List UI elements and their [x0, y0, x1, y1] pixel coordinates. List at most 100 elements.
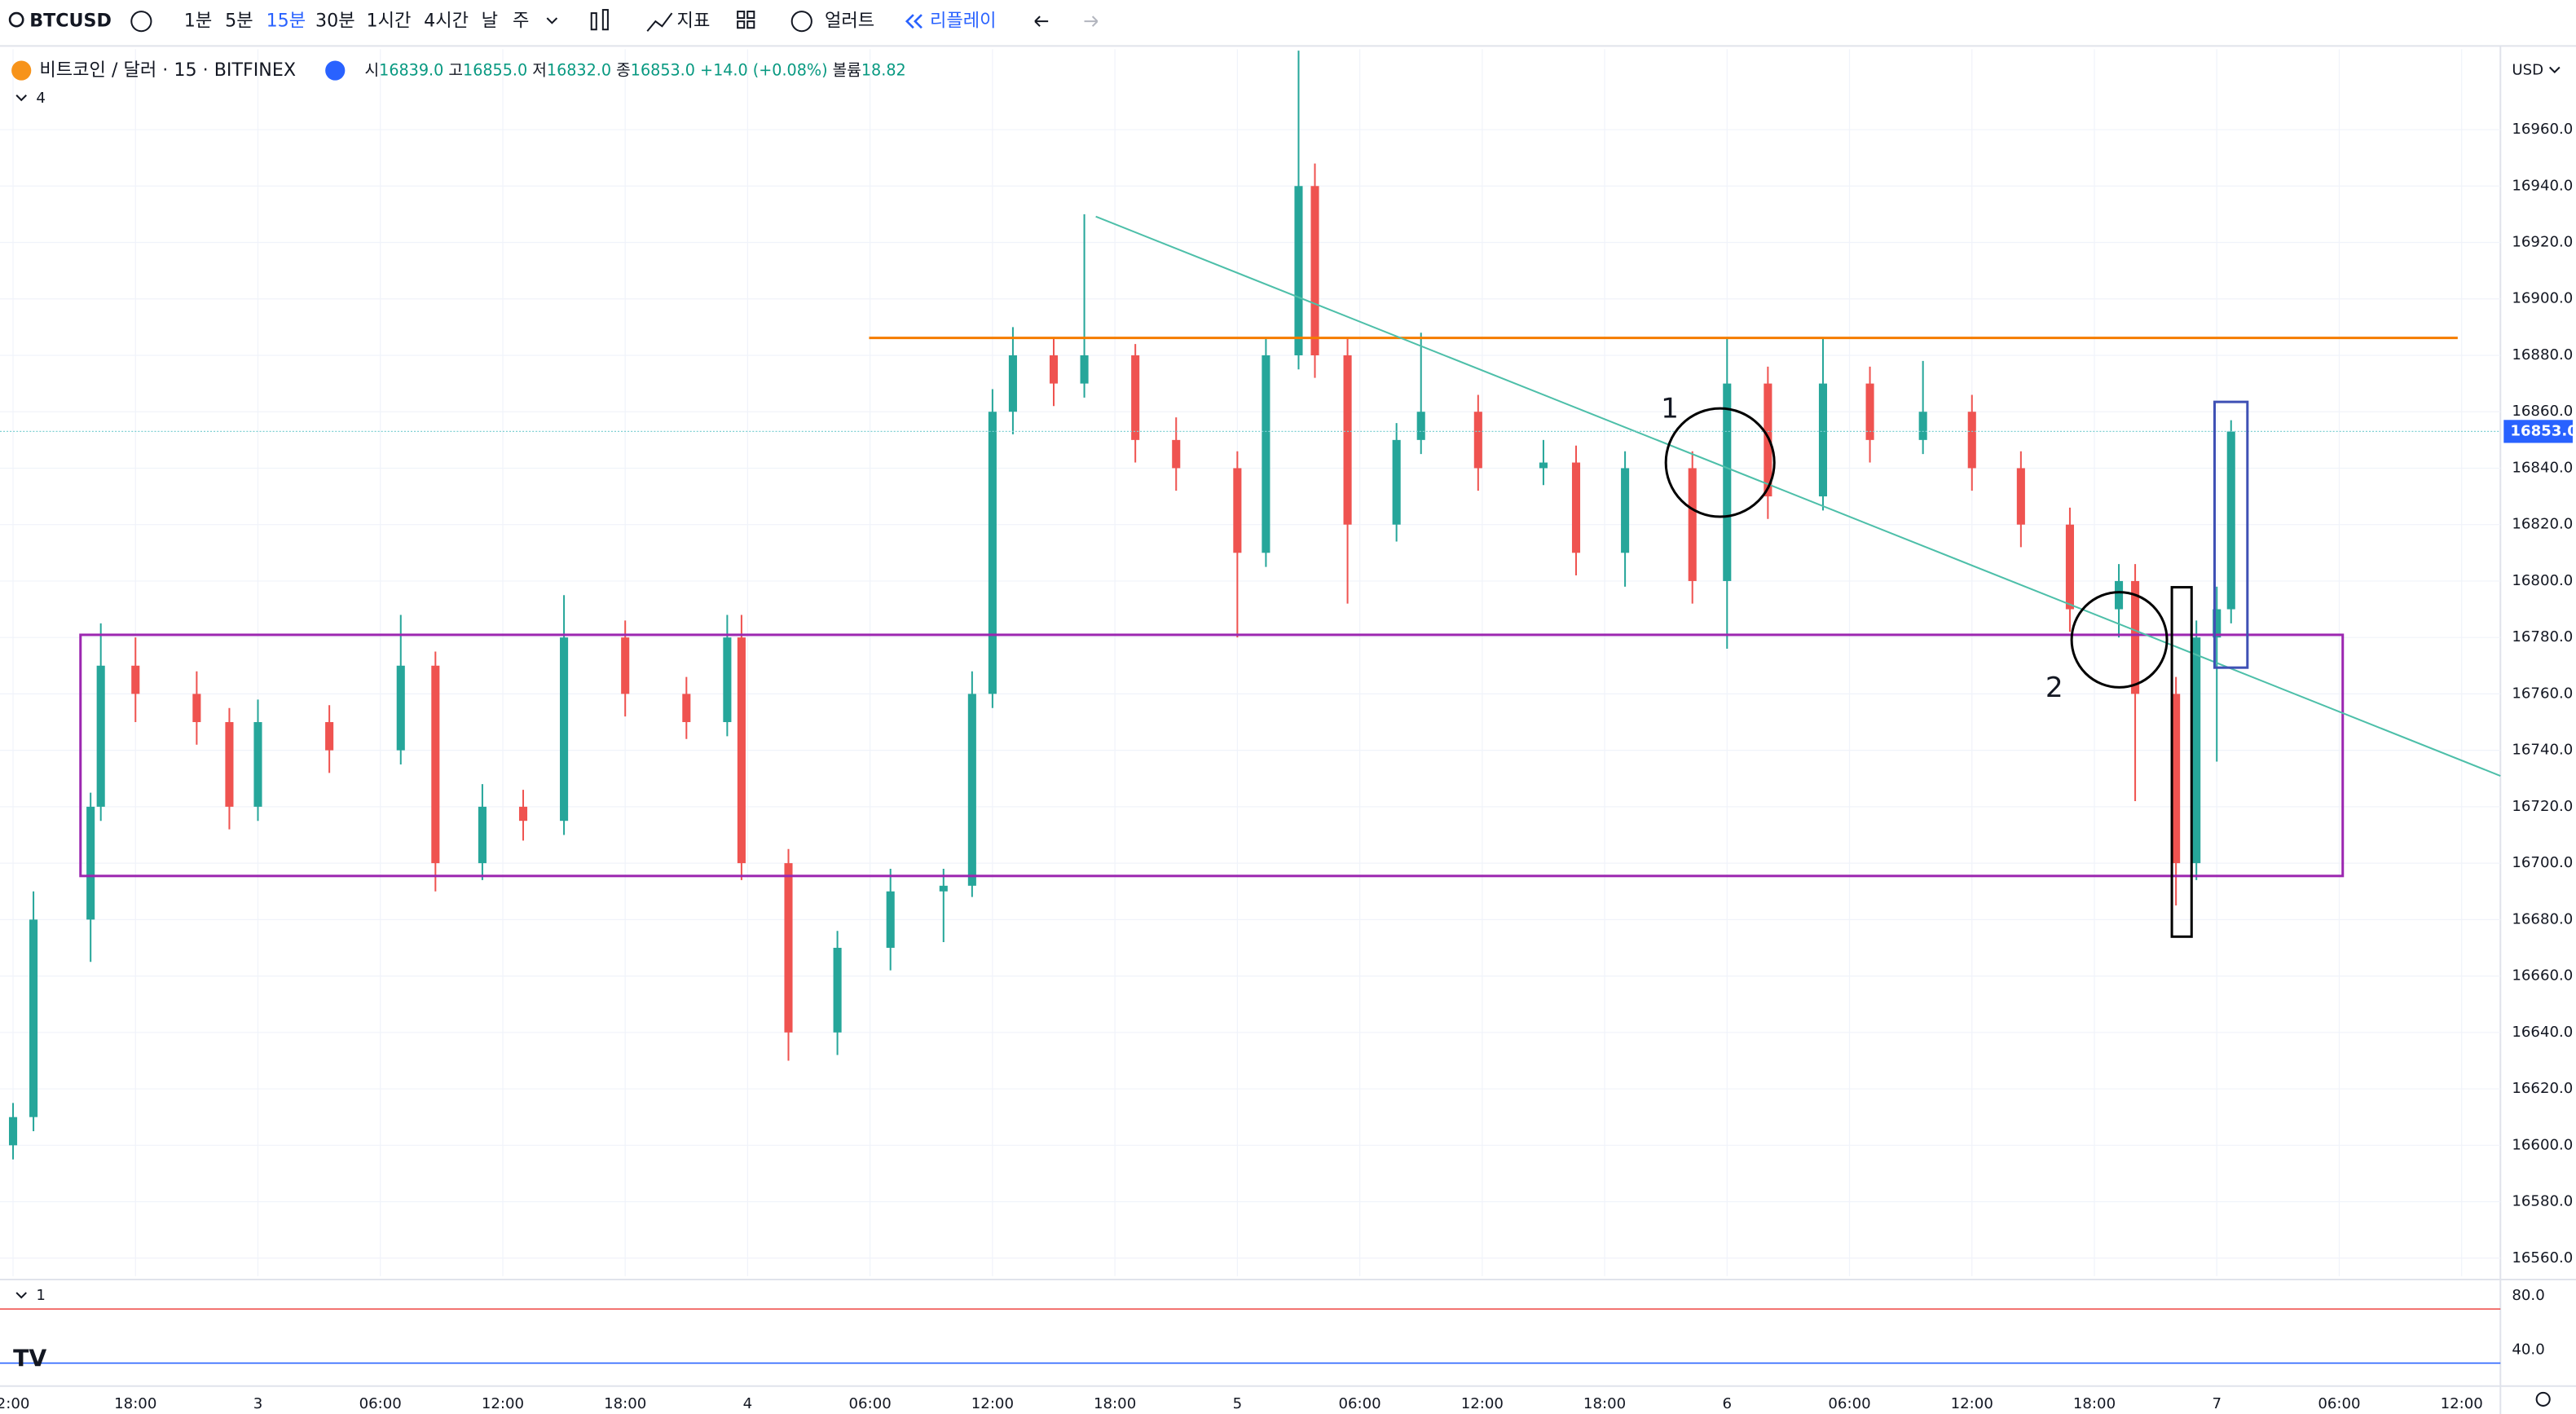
candle-body: [518, 806, 528, 822]
replay[interactable]: 리플레이: [930, 11, 997, 32]
x-tick-label: 12:00: [971, 1395, 1014, 1412]
x-tick-label: 7: [2212, 1395, 2222, 1412]
search-icon[interactable]: [8, 11, 24, 28]
currency-dropdown[interactable]: [2549, 66, 2561, 73]
candle-body: [1008, 355, 1017, 412]
candle-body: [1080, 355, 1089, 384]
y-tick-label: 16660.0: [2512, 967, 2573, 985]
y-tick-label: 16840.0: [2512, 459, 2573, 476]
y-tick-label: 16940.0: [2512, 177, 2573, 194]
undo[interactable]: [1034, 15, 1049, 27]
legend-label: 시: [365, 60, 380, 79]
candle-body: [1233, 468, 1242, 553]
interval[interactable]: 1시간: [367, 11, 412, 32]
legend-label: 종: [616, 60, 631, 79]
candle-body: [2226, 431, 2235, 610]
settings-icon[interactable]: [2535, 1391, 2551, 1407]
chart-type-icon[interactable]: [590, 12, 597, 31]
candle-body: [886, 891, 895, 948]
indicators[interactable]: 지표: [677, 11, 711, 32]
candle-body: [723, 637, 732, 723]
x-tick-label: 18:00: [114, 1395, 156, 1412]
ohlc-legend: 시16839.0 고16855.0 저16832.0 종16853.0 +14.…: [365, 60, 906, 79]
y-tick-label: 16780.0: [2512, 628, 2573, 645]
alert[interactable]: 얼러트: [825, 11, 874, 32]
interval-dropdown[interactable]: [546, 17, 558, 24]
interval[interactable]: 30분: [315, 11, 355, 32]
candle-body: [1688, 468, 1697, 581]
trend-line[interactable]: [1095, 215, 2501, 777]
toolbar: [0, 0, 2576, 45]
x-tick-label: 18:00: [604, 1395, 646, 1412]
x-tick-label: 06:00: [1338, 1395, 1380, 1412]
last-price-tag: [2503, 420, 2573, 443]
y-tick-label: 16740.0: [2512, 742, 2573, 759]
candle-body: [1621, 468, 1630, 553]
legend-collapse[interactable]: [15, 95, 27, 102]
y-tick-label: 16640.0: [2512, 1024, 2573, 1041]
circle-annotation[interactable]: [1664, 407, 1776, 518]
x-tick-label: 12:00: [1951, 1395, 1993, 1412]
box-annotation[interactable]: [2213, 400, 2249, 669]
x-tick-label: 06:00: [1828, 1395, 1870, 1412]
x-tick-label: 6: [1723, 1395, 1733, 1412]
rsi-collapse[interactable]: [15, 1292, 27, 1299]
symbol[interactable]: BTCUSD: [29, 11, 112, 32]
candle-body: [1343, 355, 1352, 525]
alert-icon[interactable]: [790, 11, 812, 33]
x-tick-label: 2:00: [0, 1395, 29, 1412]
x-tick-label: 4: [743, 1395, 753, 1412]
layout-icon: [746, 20, 755, 29]
candle-body: [939, 885, 948, 892]
candle-body: [2172, 694, 2181, 864]
candle-body: [1571, 462, 1581, 553]
y-tick-label: 16960.0: [2512, 121, 2573, 138]
x-tick-label: 12:00: [482, 1395, 524, 1412]
indicator-count[interactable]: 4: [36, 90, 46, 107]
interval[interactable]: 주: [513, 11, 529, 32]
plot: [0, 49, 2501, 1276]
interval[interactable]: 1분: [184, 11, 212, 32]
tv-logo[interactable]: TV: [13, 1346, 46, 1372]
symbol-name[interactable]: 비트코인 / 달러 · 15 · BITFINEX: [39, 59, 296, 81]
candle-body: [1539, 462, 1548, 469]
interval[interactable]: 4시간: [424, 11, 469, 32]
range-box[interactable]: [79, 633, 2345, 878]
candle-body: [2016, 468, 2025, 525]
candle-body: [2065, 524, 2074, 610]
interval[interactable]: 5분: [225, 11, 253, 32]
replay-badge[interactable]: [325, 60, 346, 81]
candle-body: [8, 1117, 18, 1146]
layout-icon[interactable]: [737, 11, 746, 20]
y-tick-label: 16860.0: [2512, 403, 2573, 420]
legend-label: 저: [532, 60, 547, 79]
indicator-icon[interactable]: [646, 12, 673, 32]
y-tick-label: 16600.0: [2512, 1136, 2573, 1153]
circle-annotation[interactable]: [2070, 591, 2169, 689]
replay-icon[interactable]: [905, 14, 923, 29]
redo[interactable]: [1084, 15, 1099, 27]
x-tick-label: 12:00: [2441, 1395, 2483, 1412]
interval-active[interactable]: 15분: [266, 11, 306, 32]
legend-label: 볼륨: [833, 60, 861, 79]
y-tick-label: 16760.0: [2512, 685, 2573, 702]
candle-body: [621, 637, 630, 694]
legend-value: 16832.0: [547, 60, 611, 79]
y-tick-label: 16800.0: [2512, 572, 2573, 589]
rsi-count[interactable]: 1: [36, 1287, 46, 1304]
x-tick-label: 3: [253, 1395, 263, 1412]
annotation-label: 2: [2045, 672, 2063, 704]
layout-icon: [746, 11, 755, 20]
add-symbol[interactable]: [130, 11, 152, 33]
currency[interactable]: USD: [2512, 62, 2543, 79]
legend-label: 고: [448, 60, 463, 79]
drawings: 1 2: [0, 215, 2501, 938]
interval[interactable]: 날: [482, 11, 498, 32]
last-price: 16853.0: [2510, 422, 2576, 439]
candle-body: [1723, 383, 1732, 581]
candle-body: [784, 863, 793, 1033]
candle-body: [1764, 383, 1772, 497]
x-tick-label: 18:00: [1094, 1395, 1136, 1412]
box-annotation[interactable]: [2170, 586, 2193, 938]
candle-body: [131, 665, 140, 694]
